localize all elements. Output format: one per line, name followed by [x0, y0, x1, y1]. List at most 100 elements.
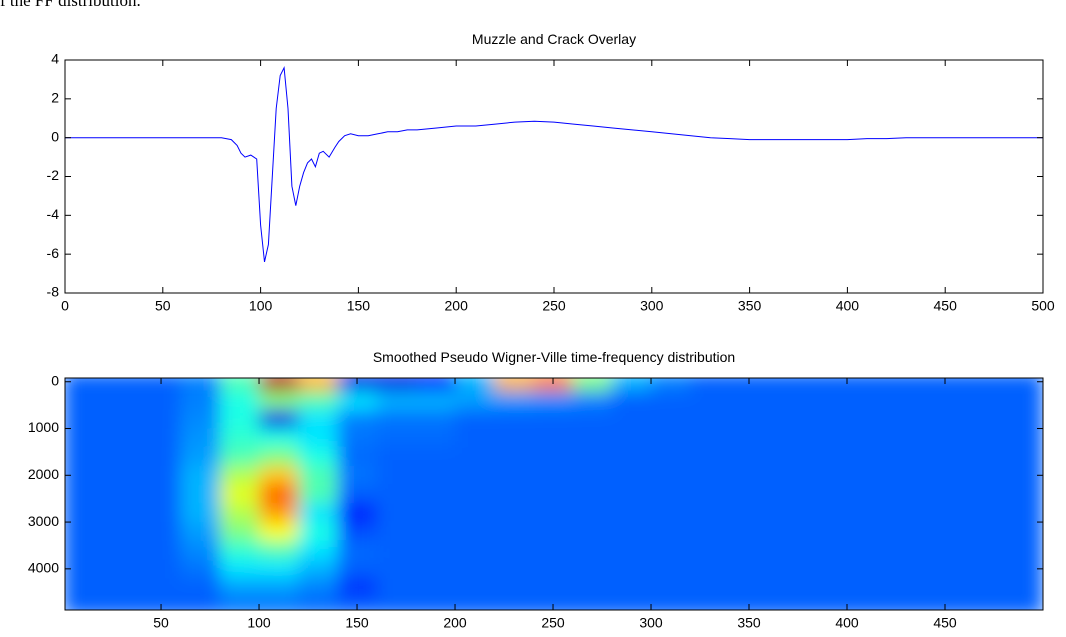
heatmap-cell: [455, 465, 495, 486]
heatmap-cell: [455, 428, 495, 448]
heatmap-cell: [376, 503, 417, 523]
heatmap-cell: [337, 378, 378, 392]
heatmap-cell: [690, 465, 730, 486]
heatmap-cell: [533, 409, 574, 430]
heatmap-cell: [690, 596, 730, 610]
heatmap-cell: [376, 540, 417, 560]
heatmap-cell: [925, 503, 966, 523]
heatmap-cell: [533, 447, 574, 467]
heatmap-cell: [886, 503, 926, 523]
heatmap-cell: [180, 391, 221, 411]
axes-box: [64, 377, 1044, 611]
heatmap-cell: [1003, 540, 1043, 560]
heatmap-cell: [1003, 465, 1043, 486]
heatmap-cell: [533, 465, 574, 486]
heatmap-cell: [298, 596, 338, 610]
text-fragment: f the FF distribution.: [0, 0, 141, 10]
heatmap-cell: [494, 503, 534, 523]
heatmap-cell: [651, 378, 691, 392]
heatmap-cell: [768, 378, 809, 392]
heatmap-cell: [651, 484, 691, 504]
chart-title: Smoothed Pseudo Wigner-Ville time-freque…: [373, 349, 735, 365]
heatmap-cell: [494, 522, 534, 542]
heatmap-cell: [376, 559, 417, 579]
x-tick-label: 50: [153, 615, 169, 631]
heatmap-cell: [729, 447, 770, 467]
x-tick-label: 200: [443, 615, 467, 631]
heatmap-cell: [533, 378, 574, 392]
x-tick-label: 450: [933, 615, 957, 631]
heatmap-cell: [102, 540, 142, 560]
heatmap-cell: [533, 503, 574, 523]
heatmap-cell: [572, 409, 613, 430]
heatmap-cell: [65, 409, 103, 430]
x-tick-label: 450: [934, 298, 958, 314]
heatmap-cell: [572, 391, 613, 411]
heatmap-cell: [886, 409, 926, 430]
y-tick-label: 2: [51, 90, 59, 106]
heatmap-cell: [807, 484, 848, 504]
heatmap-cell: [964, 409, 1005, 430]
heatmap-cell: [729, 559, 770, 579]
heatmap-cell: [964, 559, 1005, 579]
heatmap-cell: [611, 428, 652, 448]
heatmap-cell: [102, 409, 142, 430]
heatmap-cell: [847, 484, 887, 504]
heatmap-cell: [415, 578, 456, 598]
heatmap-cell: [65, 578, 103, 598]
heatmap-cell: [298, 465, 338, 486]
y-tick-label: 0: [51, 128, 59, 144]
heatmap-cell: [102, 522, 142, 542]
heatmap-cell: [65, 465, 103, 486]
heatmap-cell: [572, 428, 613, 448]
heatmap-cell: [572, 559, 613, 579]
heatmap-cell: [729, 378, 770, 392]
heatmap-cell: [768, 540, 809, 560]
heatmap-cell: [572, 596, 613, 610]
heatmap-cell: [180, 578, 221, 598]
heatmap-cell: [729, 503, 770, 523]
y-tick-label: 0: [51, 372, 59, 388]
heatmap-cell: [65, 484, 103, 504]
heatmap-cell: [1003, 378, 1043, 392]
heatmap-cell: [494, 465, 534, 486]
heatmap-cell: [768, 447, 809, 467]
heatmap-cell: [611, 484, 652, 504]
heatmap-cell: [180, 540, 221, 560]
heatmap-cell: [141, 447, 182, 467]
heatmap-cell: [102, 378, 142, 392]
heatmap-cell: [533, 484, 574, 504]
heatmap-cell: [337, 522, 378, 542]
heatmap-cell: [847, 465, 887, 486]
heatmap-cell: [729, 428, 770, 448]
y-tick-label: -4: [47, 206, 60, 222]
heatmap-cell: [690, 409, 730, 430]
heatmap-cell: [886, 447, 926, 467]
heatmap-cell: [729, 465, 770, 486]
heatmap-cell: [807, 596, 848, 610]
heatmap-cell: [533, 522, 574, 542]
heatmap-cell: [964, 596, 1005, 610]
heatmap-cell: [847, 522, 887, 542]
heatmap-cell: [141, 559, 182, 579]
heatmap-cell: [180, 378, 221, 392]
heatmap-cell: [651, 540, 691, 560]
heatmap-cell: [964, 428, 1005, 448]
heatmap-cell: [455, 378, 495, 392]
heatmap-cell: [180, 522, 221, 542]
x-tick-label: 300: [639, 615, 663, 631]
heatmap-cell: [298, 409, 338, 430]
heatmap-cell: [180, 465, 221, 486]
heatmap-cell: [219, 391, 260, 411]
heatmap-cell: [1003, 409, 1043, 430]
heatmap-cell: [1003, 578, 1043, 598]
heatmap-cell: [455, 559, 495, 579]
axes-box: [64, 59, 1044, 294]
heatmap-cell: [611, 391, 652, 411]
heatmap-cell: [298, 503, 338, 523]
heatmap-cell: [964, 391, 1005, 411]
heatmap-cell: [376, 578, 417, 598]
heatmap-cell: [690, 503, 730, 523]
heatmap-cell: [847, 596, 887, 610]
heatmap-cell: [455, 578, 495, 598]
